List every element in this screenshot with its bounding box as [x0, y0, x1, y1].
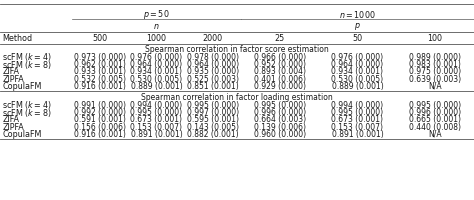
Text: $n$: $n$ [153, 22, 160, 31]
Text: ZIFA: ZIFA [2, 67, 19, 76]
Text: 0.995 (0.000): 0.995 (0.000) [254, 100, 306, 109]
Text: CopulaFM: CopulaFM [2, 129, 42, 138]
Text: 0.851 (0.001): 0.851 (0.001) [187, 82, 238, 90]
Text: 0.997 (0.000): 0.997 (0.000) [187, 108, 239, 116]
Text: 0.673 (0.001): 0.673 (0.001) [130, 115, 182, 124]
Text: 1000: 1000 [146, 34, 166, 43]
Text: 0.916 (0.001): 0.916 (0.001) [74, 82, 126, 90]
Text: N/A: N/A [428, 129, 442, 138]
Text: 0.153 (0.007): 0.153 (0.007) [331, 122, 383, 131]
Text: 0.156 (0.006): 0.156 (0.006) [74, 122, 126, 131]
Text: 0.992 (0.000): 0.992 (0.000) [74, 108, 126, 116]
Text: 0.991 (0.000): 0.991 (0.000) [74, 100, 126, 109]
Text: 0.595 (0.001): 0.595 (0.001) [187, 115, 239, 124]
Text: 0.934 (0.001): 0.934 (0.001) [331, 67, 383, 76]
Text: 0.401 (0.006): 0.401 (0.006) [254, 74, 306, 83]
Text: 0.994 (0.000): 0.994 (0.000) [331, 100, 383, 109]
Text: 0.952 (0.000): 0.952 (0.000) [254, 60, 306, 69]
Text: 0.964 (0.000): 0.964 (0.000) [130, 60, 182, 69]
Text: 0.975 (0.000): 0.975 (0.000) [409, 67, 461, 76]
Text: 0.891 (0.001): 0.891 (0.001) [130, 129, 182, 138]
Text: 0.929 (0.000): 0.929 (0.000) [254, 82, 306, 90]
Text: scFM ($k=4$): scFM ($k=4$) [2, 99, 52, 111]
Text: 0.962 (0.001): 0.962 (0.001) [74, 60, 126, 69]
Text: ZIPFA: ZIPFA [2, 74, 24, 83]
Text: 0.964 (0.000): 0.964 (0.000) [187, 60, 239, 69]
Text: 0.891 (0.001): 0.891 (0.001) [331, 129, 383, 138]
Text: 0.664 (0.003): 0.664 (0.003) [254, 115, 306, 124]
Text: 100: 100 [428, 34, 443, 43]
Text: 0.889 (0.001): 0.889 (0.001) [130, 82, 182, 90]
Text: 0.153 (0.007): 0.153 (0.007) [130, 122, 182, 131]
Text: $p$: $p$ [354, 21, 361, 32]
Text: scFM ($k=8$): scFM ($k=8$) [2, 58, 52, 70]
Text: 0.964 (0.000): 0.964 (0.000) [331, 60, 383, 69]
Text: 0.525 (0.003): 0.525 (0.003) [187, 74, 239, 83]
Text: 0.440 (0.008): 0.440 (0.008) [409, 122, 461, 131]
Text: 0.665 (0.001): 0.665 (0.001) [409, 115, 461, 124]
Text: $p=50$: $p=50$ [143, 8, 170, 20]
Text: Method: Method [2, 34, 33, 43]
Text: 0.983 (0.001): 0.983 (0.001) [409, 60, 461, 69]
Text: 0.978 (0.000): 0.978 (0.000) [187, 53, 239, 62]
Text: ZIFA: ZIFA [2, 115, 19, 124]
Text: 0.893 (0.004): 0.893 (0.004) [254, 67, 306, 76]
Text: $n=1000$: $n=1000$ [339, 9, 376, 19]
Text: 25: 25 [274, 34, 285, 43]
Text: 500: 500 [92, 34, 108, 43]
Text: scFM ($k=8$): scFM ($k=8$) [2, 106, 52, 118]
Text: 2000: 2000 [202, 34, 223, 43]
Text: 0.995 (0.000): 0.995 (0.000) [130, 108, 182, 116]
Text: 0.995 (0.000): 0.995 (0.000) [331, 108, 383, 116]
Text: 0.673 (0.001): 0.673 (0.001) [331, 115, 383, 124]
Text: 0.889 (0.001): 0.889 (0.001) [331, 82, 383, 90]
Text: 0.960 (0.000): 0.960 (0.000) [254, 129, 306, 138]
Text: CopulaFM: CopulaFM [2, 82, 42, 90]
Text: 0.591 (0.001): 0.591 (0.001) [74, 115, 126, 124]
Text: 0.934 (0.001): 0.934 (0.001) [130, 67, 182, 76]
Text: 0.976 (0.000): 0.976 (0.000) [130, 53, 182, 62]
Text: 0.994 (0.000): 0.994 (0.000) [130, 100, 182, 109]
Text: 0.935 (0.000): 0.935 (0.000) [187, 67, 239, 76]
Text: Spearman correlation in factor score estimation: Spearman correlation in factor score est… [145, 45, 329, 54]
Text: 0.989 (0.000): 0.989 (0.000) [409, 53, 461, 62]
Text: 0.996 (0.000): 0.996 (0.000) [409, 108, 461, 116]
Text: ZIPFA: ZIPFA [2, 122, 24, 131]
Text: 50: 50 [352, 34, 363, 43]
Text: 0.995 (0.000): 0.995 (0.000) [409, 100, 461, 109]
Text: 0.966 (0.000): 0.966 (0.000) [254, 53, 306, 62]
Text: 0.530 (0.005): 0.530 (0.005) [130, 74, 182, 83]
Text: 0.995 (0.000): 0.995 (0.000) [187, 100, 239, 109]
Text: N/A: N/A [428, 82, 442, 90]
Text: 0.916 (0.001): 0.916 (0.001) [74, 129, 126, 138]
Text: 0.639 (0.003): 0.639 (0.003) [409, 74, 461, 83]
Text: 0.973 (0.000): 0.973 (0.000) [74, 53, 126, 62]
Text: 0.976 (0.000): 0.976 (0.000) [331, 53, 383, 62]
Text: 0.996 (0.000): 0.996 (0.000) [254, 108, 306, 116]
Text: 0.933 (0.001): 0.933 (0.001) [74, 67, 126, 76]
Text: 0.882 (0.001): 0.882 (0.001) [187, 129, 238, 138]
Text: 0.530 (0.005): 0.530 (0.005) [331, 74, 383, 83]
Text: 0.139 (0.006): 0.139 (0.006) [254, 122, 306, 131]
Text: 0.532 (0.005): 0.532 (0.005) [74, 74, 126, 83]
Text: Spearman correlation in factor loading estimation: Spearman correlation in factor loading e… [141, 93, 333, 102]
Text: scFM ($k=4$): scFM ($k=4$) [2, 51, 52, 63]
Text: 0.143 (0.005): 0.143 (0.005) [187, 122, 239, 131]
